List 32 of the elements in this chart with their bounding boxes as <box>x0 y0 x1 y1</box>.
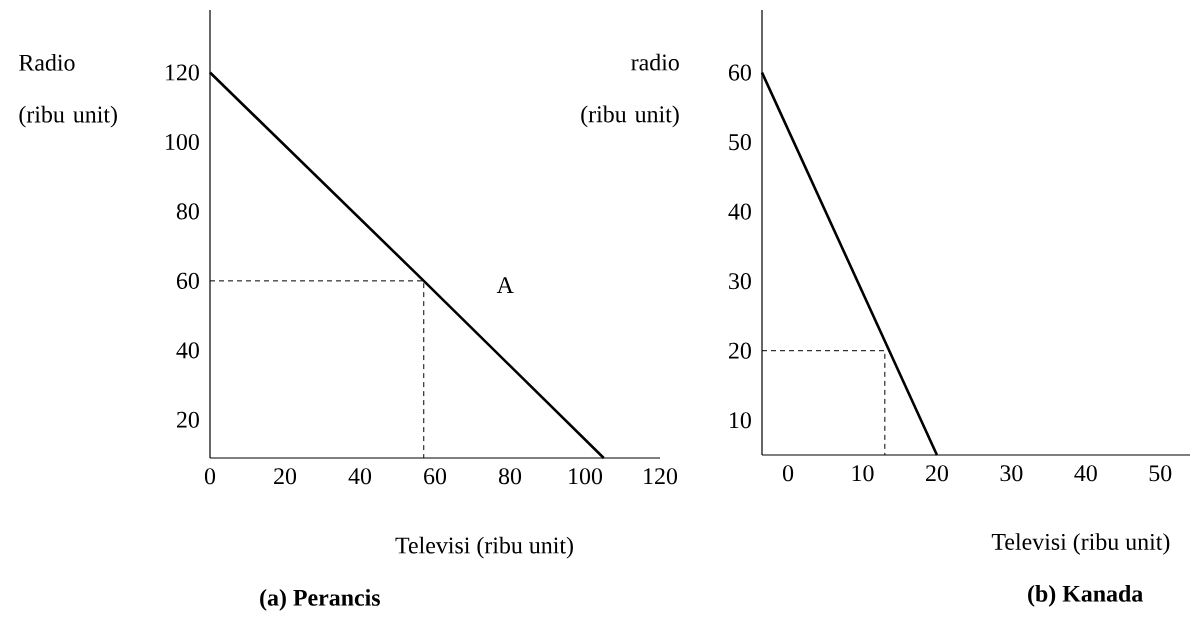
text: Radio (ribu unit) <box>19 53 117 128</box>
x-axis-title: Televisi (ribu unit) <box>395 536 573 559</box>
x-tick-label: 60 <box>424 468 447 485</box>
x-tick-label: 40 <box>1074 465 1097 482</box>
annotation: A <box>496 277 514 293</box>
y-tick-label: 40 <box>176 342 199 359</box>
y-tick-label: 100 <box>166 133 199 151</box>
y-tick-label: 60 <box>176 272 199 289</box>
x-tick-label: 80 <box>498 468 522 485</box>
x-tick-label: 20 <box>926 465 948 482</box>
x-tick-label: 0 <box>782 465 794 482</box>
x-tick-label: 100 <box>569 468 603 485</box>
y-tick-label: 30 <box>729 273 751 290</box>
x-tick-label: 120 <box>644 468 678 485</box>
y-tick-label: 20 <box>176 411 199 428</box>
y-tick-label: 80 <box>176 203 199 220</box>
x-tick-label: 50 <box>1149 465 1172 482</box>
x-tick-label: 10 <box>852 465 874 482</box>
y-tick-label: 20 <box>728 342 751 359</box>
x-tick-label: 30 <box>1000 465 1023 482</box>
y-tick-label: 120 <box>166 64 199 81</box>
x-tick-label: 20 <box>274 468 297 485</box>
x-tick-label: 0 <box>204 468 216 485</box>
x-axis-title: Televisi (ribu unit) <box>991 533 1170 555</box>
x-tick-label: 40 <box>348 468 372 485</box>
text: (b) Kanada <box>1028 585 1143 607</box>
y-tick-label: 60 <box>728 64 751 81</box>
y-tick-label: 10 <box>730 412 751 429</box>
text: (a) Perancis <box>260 589 380 611</box>
y-tick-label: 40 <box>728 203 751 220</box>
text: radio (ribu unit) <box>581 53 679 128</box>
y-tick-label: 50 <box>729 134 751 151</box>
